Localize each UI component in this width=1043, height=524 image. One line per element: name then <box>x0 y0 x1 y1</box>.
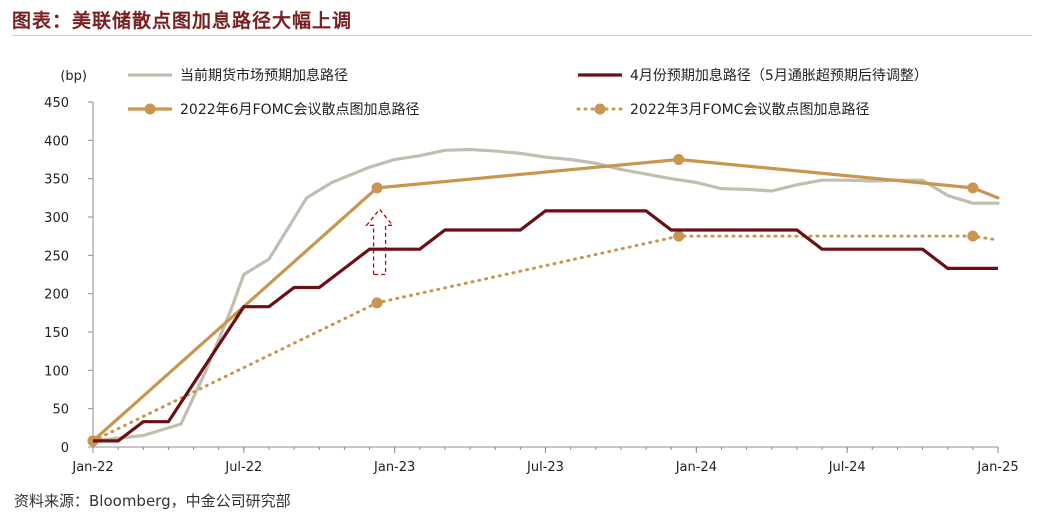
y-tick-label: 350 <box>44 173 69 188</box>
series-line-0 <box>91 147 1000 443</box>
legend-marker-2 <box>144 103 156 115</box>
y-tick-label: 150 <box>44 326 69 341</box>
series-marker-3 <box>967 230 979 242</box>
y-tick-label: 50 <box>52 403 69 418</box>
x-tick-label: Jul-23 <box>526 460 564 475</box>
series-line-1 <box>93 209 998 443</box>
series-marker-3 <box>371 297 383 309</box>
x-tick-label: Jan-22 <box>71 460 113 475</box>
x-tick-label: Jul-22 <box>224 460 262 475</box>
y-tick-label: 0 <box>61 441 69 456</box>
source-note: 资料来源：Bloomberg，中金公司研究部 <box>14 492 291 510</box>
legend: 当前期货市场预期加息路径 4月份预期加息路径（5月通胀超预期后待调整） 2022年6… <box>128 67 928 118</box>
chart-title: 图表：美联储散点图加息路径大幅上调 <box>12 10 353 32</box>
y-tick-label: 250 <box>44 249 69 264</box>
axes: (bp) 0 50 100 150 200 250 300 350 400 450 Jan-22 Jul… <box>44 69 1018 475</box>
title-divider <box>12 35 1032 36</box>
series-marker-2 <box>967 182 979 194</box>
series-line-2 <box>91 157 1000 443</box>
y-unit-label: (bp) <box>60 69 87 84</box>
legend-label-3: 2022年3月FOMC会议散点图加息路径 <box>630 101 869 118</box>
y-tick-label: 200 <box>44 288 69 303</box>
y-tick-label: 450 <box>44 96 69 111</box>
annotation <box>365 208 394 276</box>
series-group <box>87 147 1000 447</box>
y-tick-label: 100 <box>44 364 69 379</box>
series-marker-2 <box>371 182 383 194</box>
y-tick-label: 400 <box>44 134 69 149</box>
series-line-3 <box>91 234 1000 443</box>
x-tick-label: Jul-24 <box>828 460 866 475</box>
legend-label-0: 当前期货市场预期加息路径 <box>180 67 348 84</box>
series-marker-3 <box>673 230 685 242</box>
x-tick-label: Jan-25 <box>976 460 1018 475</box>
x-tick-label: Jan-24 <box>675 460 717 475</box>
series-marker-2 <box>673 154 685 165</box>
legend-label-1: 4月份预期加息路径（5月通胀超预期后待调整） <box>630 67 928 84</box>
legend-marker-3 <box>594 103 606 115</box>
y-tick-label: 300 <box>44 211 69 226</box>
legend-label-2: 2022年6月FOMC会议散点图加息路径 <box>180 101 419 118</box>
up-arrow-annotation <box>365 208 394 276</box>
x-tick-label: Jan-23 <box>373 460 415 475</box>
